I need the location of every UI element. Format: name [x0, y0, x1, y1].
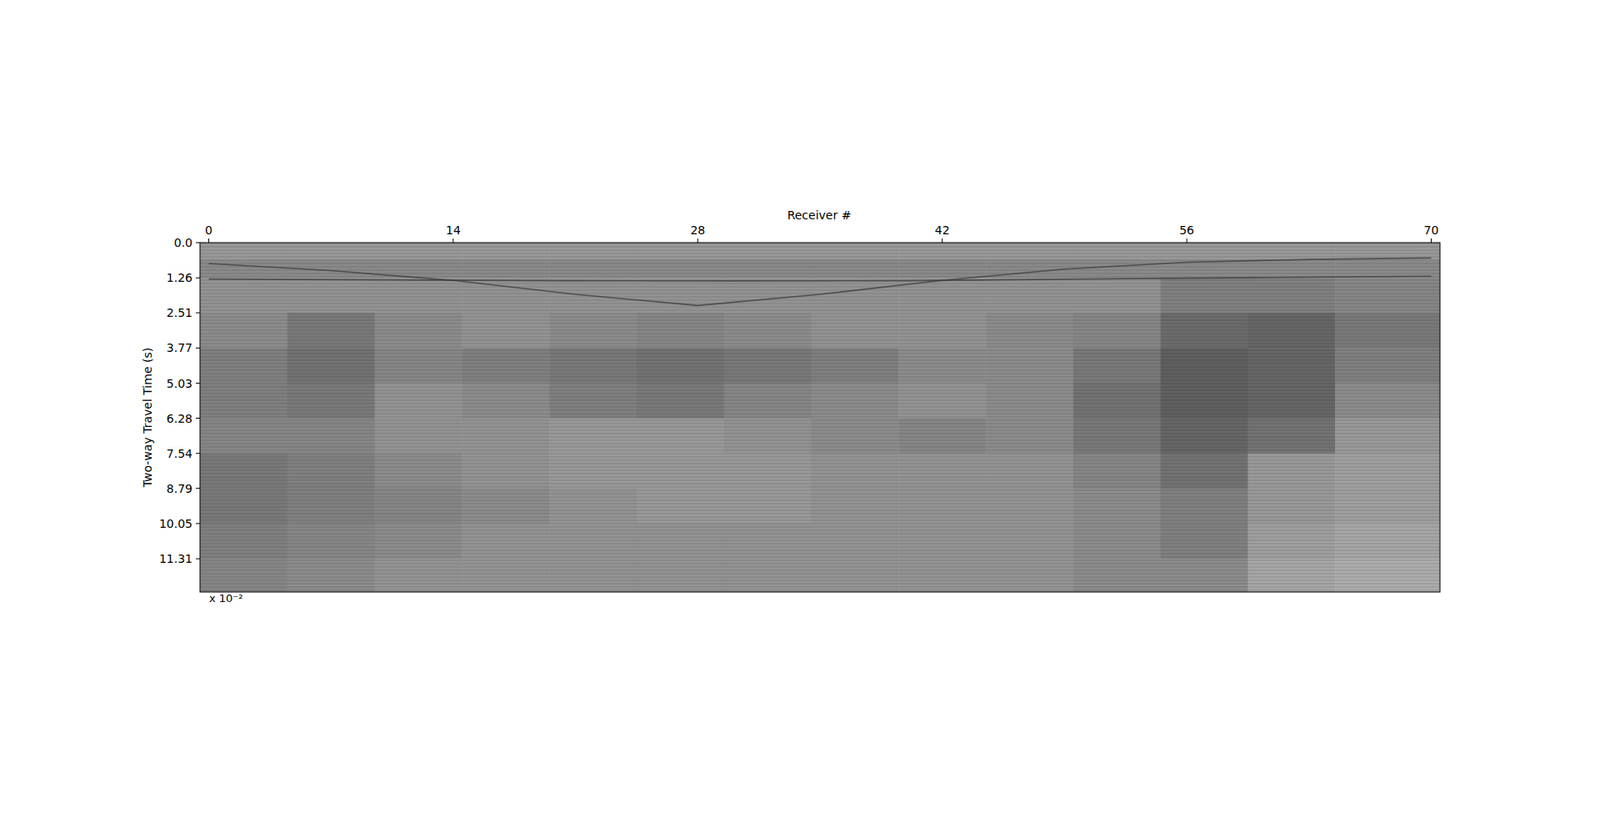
x-tick-label: 14	[445, 223, 461, 237]
y-tick-label: 8.79	[166, 481, 193, 495]
y-tick-label: 6.28	[166, 411, 193, 425]
y-tick-label: 5.03	[166, 376, 193, 390]
y-tick-label: 10.05	[159, 516, 193, 530]
x-tick	[452, 238, 454, 243]
x-tick	[1186, 238, 1188, 243]
frame	[200, 242, 1440, 592]
x-tick-label: 0	[205, 223, 213, 237]
y-tick	[195, 277, 200, 279]
y-tick-label: 7.54	[166, 446, 193, 460]
texture	[200, 242, 1440, 592]
x-tick	[208, 238, 210, 243]
plot-area	[200, 242, 1440, 592]
x-tick-label: 28	[690, 223, 705, 237]
x-tick	[697, 238, 699, 243]
y-tick	[195, 242, 200, 244]
offset-label: x 10⁻²	[209, 591, 243, 605]
y-tick	[195, 522, 200, 524]
y-tick	[195, 312, 200, 314]
y-tick-label: 3.77	[166, 340, 193, 355]
background	[0, 0, 1600, 828]
y-tick	[195, 452, 200, 454]
x-axis-label: Receiver #	[787, 208, 852, 222]
x-tick	[941, 238, 943, 243]
y-tick-label: 0.0	[174, 235, 193, 250]
y-tick-label: 1.26	[166, 270, 193, 285]
event-line	[209, 275, 1432, 281]
chart: 0 14 28 42 56 70 0.0 1.26 2.51 3.77 5.03 6.28 7.54 8.…	[0, 0, 1600, 828]
x-tick-label: 42	[935, 223, 950, 237]
y-tick	[195, 382, 200, 384]
y-tick	[195, 487, 200, 489]
y-tick-label: 2.51	[166, 305, 193, 320]
x-tick	[1430, 238, 1432, 243]
y-tick	[195, 347, 200, 349]
y-axis-label: Two-way Travel Time (s)	[140, 347, 155, 488]
x-tick-label: 70	[1424, 223, 1440, 237]
x-tick-label: 56	[1179, 223, 1195, 237]
y-tick	[195, 558, 200, 560]
y-tick-label: 11.31	[159, 551, 193, 565]
event-line	[209, 257, 1432, 305]
y-tick	[195, 417, 200, 419]
